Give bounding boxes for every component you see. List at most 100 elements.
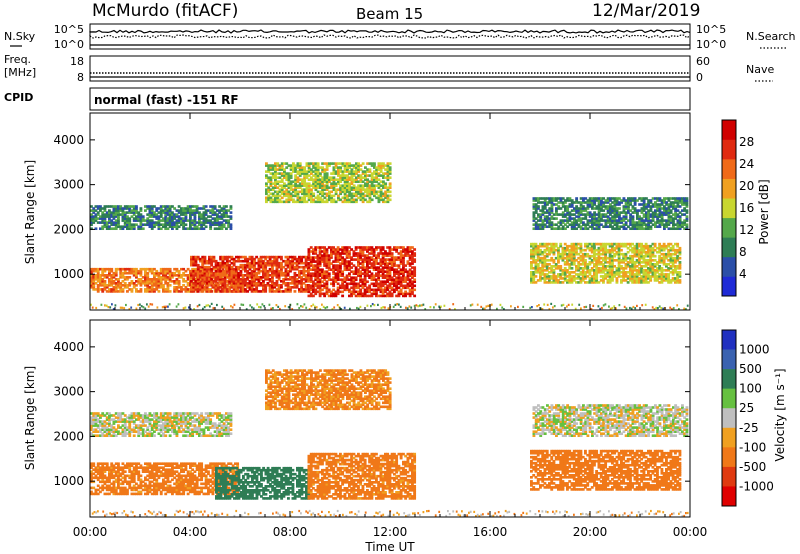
echo-cell: [222, 205, 226, 208]
echo-cell: [332, 270, 336, 274]
echo-cell: [339, 192, 343, 196]
echo-cell: [325, 292, 329, 296]
echo-cell: [189, 221, 192, 224]
echo-cell: [307, 192, 311, 196]
echo-cell: [168, 269, 172, 273]
echo-cell: [193, 225, 197, 229]
echo-cell: [246, 276, 250, 279]
echo-cell: [321, 288, 324, 292]
echo-cell: [366, 162, 370, 165]
echo-cell: [363, 290, 367, 294]
echo-cell: [582, 223, 585, 227]
echo-cell: [346, 168, 349, 171]
echo-cell: [296, 178, 300, 182]
echo-cell: [253, 271, 256, 275]
echo-cell: [314, 186, 318, 190]
echo-cell: [541, 261, 545, 264]
echo-cell: [304, 290, 308, 293]
echo-cell: [205, 261, 209, 265]
echo-cell: [92, 219, 96, 222]
echo-cell: [244, 280, 247, 283]
echo-cell: [268, 278, 272, 281]
echo-cell: [633, 248, 637, 252]
echo-cell: [363, 280, 367, 284]
cpid-panel-frame: [89, 87, 691, 111]
echo-cell: [586, 213, 590, 216]
echo-cell: [543, 265, 547, 268]
echo-cell: [255, 288, 259, 291]
echo-cell: [312, 272, 315, 276]
echo-cell: [375, 248, 378, 251]
echo-cell: [248, 265, 252, 269]
echo-cell: [384, 254, 387, 257]
echo-cell: [577, 242, 581, 246]
echo-cell: [674, 259, 677, 262]
echo-cell: [545, 244, 549, 248]
echo-cell: [613, 275, 617, 278]
echo-cell: [397, 272, 401, 276]
echo-cell: [296, 164, 300, 167]
echo-cell: [194, 286, 198, 289]
echo-cell: [397, 252, 401, 255]
echo-cell: [593, 223, 597, 227]
echo-cell: [112, 207, 116, 210]
echo-cell: [390, 276, 394, 280]
echo-cell: [379, 180, 383, 184]
echo-cell: [171, 211, 174, 214]
echo-cell: [651, 263, 655, 266]
echo-cell: [139, 284, 143, 287]
echo-cell: [108, 280, 111, 283]
echo-cell: [402, 260, 405, 263]
echo-cell: [386, 288, 390, 292]
echo-cell: [239, 284, 243, 287]
echo-cell: [568, 219, 572, 222]
echo-cell: [665, 246, 668, 250]
echo-cell: [629, 221, 633, 224]
echo-cell: [548, 219, 552, 222]
echo-cell: [148, 219, 152, 222]
echo-cell: [318, 246, 322, 249]
echo-cell: [602, 265, 605, 268]
echo-cell: [377, 288, 381, 292]
echo-cell: [532, 277, 536, 280]
echo-cell: [563, 252, 567, 256]
echo-cell: [186, 288, 190, 291]
echo-cell: [586, 201, 590, 204]
echo-cell: [285, 188, 289, 192]
echo-cell: [325, 192, 329, 196]
echo-cell: [208, 255, 211, 259]
echo-cell: [579, 227, 583, 231]
echo-cell: [388, 176, 392, 180]
echo-cell: [99, 274, 102, 277]
echo-cell: [546, 211, 549, 214]
echo-cell: [292, 188, 295, 192]
echo-cell: [346, 164, 349, 167]
echo-cell: [219, 265, 223, 269]
echo-cell: [658, 269, 662, 272]
echo-cell: [139, 209, 143, 212]
echo-cell: [411, 250, 414, 253]
echo-cell: [209, 215, 213, 218]
echo-cell: [669, 261, 673, 264]
echo-cell: [343, 182, 347, 186]
echo-cell: [608, 271, 612, 274]
echo-cell: [195, 207, 199, 210]
echo-cell: [150, 278, 154, 281]
echo-cell: [204, 221, 208, 224]
echo-cell: [384, 282, 387, 286]
echo-cell: [532, 219, 536, 222]
echo-cell: [357, 262, 360, 265]
echo-cell: [192, 276, 196, 279]
echo-cell: [327, 266, 331, 269]
echo-cell: [354, 284, 358, 288]
echo-cell: [164, 213, 168, 216]
echo-cell: [667, 254, 671, 258]
echo-cell: [539, 219, 543, 222]
echo-cell: [90, 213, 93, 216]
echo-cell: [561, 203, 565, 206]
echo-cell: [319, 196, 322, 200]
echo-cell: [402, 270, 405, 274]
echo-cell: [99, 227, 102, 231]
echo-cell: [548, 281, 551, 284]
echo-cell: [568, 244, 572, 248]
